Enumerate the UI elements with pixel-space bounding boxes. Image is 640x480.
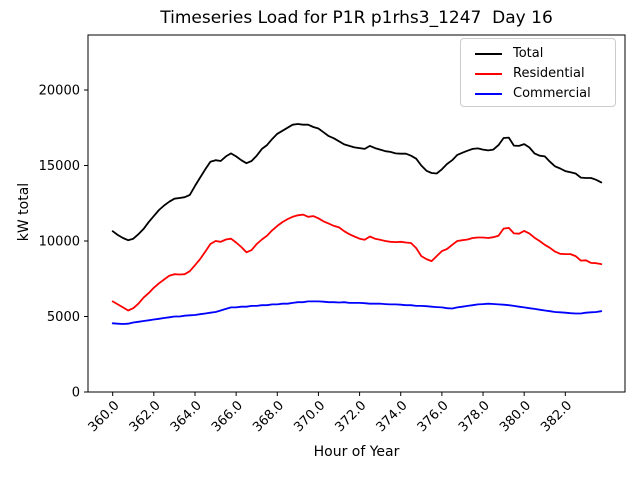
y-tick-label: 20000 [39, 83, 80, 98]
x-tick-label: 370.0 [291, 398, 328, 435]
x-tick-label: 366.0 [209, 398, 246, 435]
legend-label-total: Total [513, 46, 544, 61]
legend-entry-commercial: Commercial [475, 84, 615, 104]
legend: Total Residential Commercial [460, 38, 616, 107]
legend-line-commercial-swatch [475, 93, 502, 95]
x-tick-label: 376.0 [415, 398, 452, 435]
legend-label-residential: Residential [513, 66, 585, 81]
x-axis-label: Hour of Year [313, 444, 400, 460]
y-tick-label: 5000 [47, 310, 80, 325]
x-tick-label: 368.0 [250, 398, 287, 435]
y-tick-label: 15000 [39, 159, 80, 174]
y-tick-label: 0 [72, 386, 80, 401]
series-line-commercial [111, 300, 603, 325]
x-tick-label: 378.0 [456, 398, 493, 435]
x-tick-label: 374.0 [374, 398, 411, 435]
legend-line-total-swatch [475, 53, 502, 55]
legend-entry-total: Total [475, 44, 615, 64]
series-line-residential [111, 213, 603, 312]
x-tick-label: 360.0 [86, 398, 123, 435]
series-line-total [111, 123, 603, 242]
x-tick-label: 362.0 [127, 398, 164, 435]
x-tick-label: 382.0 [538, 398, 575, 435]
legend-entry-residential: Residential [475, 64, 615, 84]
chart-title: Timeseries Load for P1R p1rhs3_1247 Day … [160, 8, 553, 28]
x-tick-label: 364.0 [168, 398, 205, 435]
y-axis-label: kW total [16, 182, 32, 242]
y-tick-label: 10000 [39, 234, 80, 249]
x-tick-label: 372.0 [332, 398, 369, 435]
legend-line-residential-swatch [475, 73, 502, 75]
legend-label-commercial: Commercial [513, 86, 591, 101]
x-tick-label: 380.0 [497, 398, 534, 435]
